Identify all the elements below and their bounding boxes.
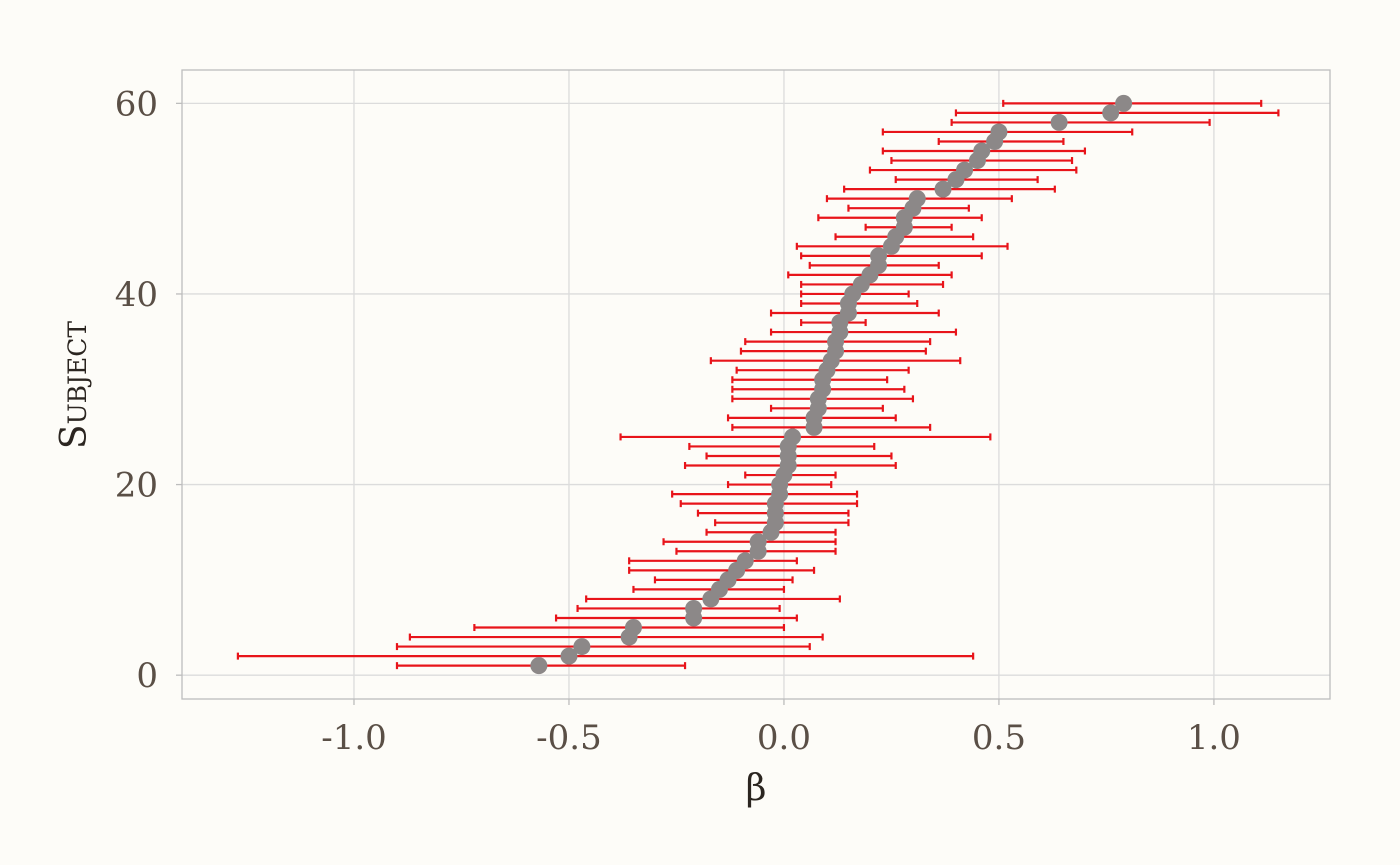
data-point xyxy=(934,180,952,198)
data-point xyxy=(749,533,767,551)
data-point xyxy=(870,247,888,265)
error-bar xyxy=(795,242,1009,250)
error-bar xyxy=(632,585,786,593)
error-bar xyxy=(894,176,1039,184)
error-bar xyxy=(868,166,1078,174)
error-bar xyxy=(731,376,889,384)
x-tick-label: -1.0 xyxy=(321,718,387,758)
data-points xyxy=(530,94,1133,675)
error-bar xyxy=(1002,99,1263,107)
error-bar xyxy=(881,128,1134,136)
error-bar xyxy=(834,233,975,241)
error-bar xyxy=(408,633,824,641)
grid-lines xyxy=(182,70,1330,699)
y-axis-title: Subject xyxy=(54,321,95,450)
error-bar xyxy=(671,490,859,498)
error-bar xyxy=(619,433,992,441)
data-point xyxy=(908,190,926,208)
error-bar xyxy=(628,557,798,565)
data-point xyxy=(990,123,1008,141)
y-tick-label: 60 xyxy=(115,84,158,124)
data-point xyxy=(1102,104,1120,122)
error-bar xyxy=(950,118,1211,126)
data-point xyxy=(973,142,991,160)
error-bar xyxy=(800,280,945,288)
error-bar xyxy=(628,566,816,574)
x-tick-label: 0.5 xyxy=(972,718,1026,758)
data-point xyxy=(530,657,548,675)
error-bar xyxy=(662,538,837,546)
y-axis-ticks: 0 20 40 60 xyxy=(115,84,182,696)
error-bar xyxy=(800,252,983,260)
error-bar xyxy=(576,604,781,612)
x-tick-label: 1.0 xyxy=(1187,718,1241,758)
data-point xyxy=(784,428,802,446)
plot-panel-border xyxy=(181,69,1331,700)
x-tick-label: -0.5 xyxy=(536,718,602,758)
error-bar xyxy=(236,652,975,660)
y-tick-label: 20 xyxy=(115,466,158,506)
error-bar xyxy=(731,423,932,431)
y-tick-label: 0 xyxy=(136,656,158,696)
y-tick-label: 40 xyxy=(115,275,158,315)
data-point xyxy=(573,638,591,656)
error-bar xyxy=(769,328,958,336)
error-bar xyxy=(554,614,798,622)
data-point xyxy=(560,647,578,665)
x-tick-label: 0.0 xyxy=(757,718,811,758)
error-bar xyxy=(705,452,893,460)
data-point xyxy=(956,161,974,179)
data-point xyxy=(736,552,754,570)
data-point xyxy=(1115,94,1133,112)
error-bars xyxy=(236,99,1280,670)
x-axis-title: β xyxy=(746,768,767,809)
error-bar xyxy=(800,299,919,307)
x-axis-ticks: -1.0 -0.5 0.0 0.5 1.0 xyxy=(321,699,1241,758)
data-point xyxy=(624,619,642,637)
error-bar xyxy=(769,404,884,412)
data-point xyxy=(1050,113,1068,131)
data-point xyxy=(685,599,703,617)
error-bar xyxy=(395,643,811,651)
